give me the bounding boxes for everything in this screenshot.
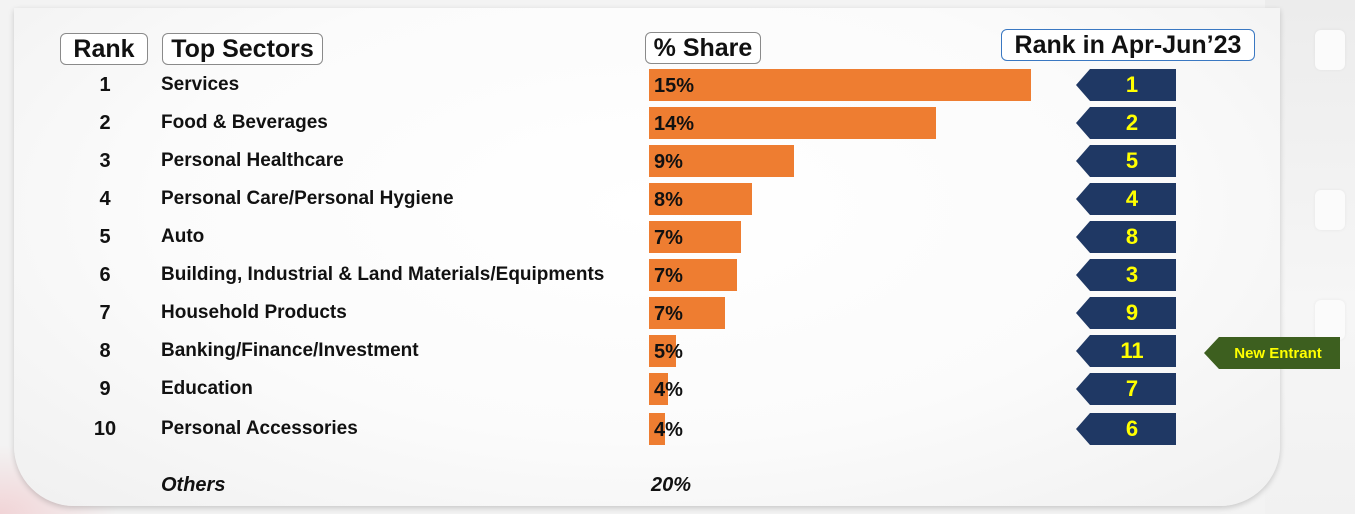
sector-label: Education <box>161 378 253 399</box>
sector-label: Auto <box>161 226 205 247</box>
share-value-label: 7% <box>654 227 683 249</box>
rank-number: 8 <box>99 340 111 362</box>
previous-rank-arrow: 3 <box>1076 259 1176 291</box>
share-bar <box>649 145 794 177</box>
previous-rank-arrow: 1 <box>1076 69 1176 101</box>
share-value-label: 7% <box>654 303 683 325</box>
rank-header: Rank <box>60 33 148 65</box>
share-bar <box>649 183 752 215</box>
share-value-label: 15% <box>654 75 695 97</box>
sectors-header: Top Sectors <box>162 33 323 65</box>
share-header: % Share <box>645 32 761 64</box>
previous-rank-arrow: 4 <box>1076 183 1176 215</box>
share-bar <box>649 107 936 139</box>
previous-rank-arrow: 5 <box>1076 145 1176 177</box>
previous-rank-arrow: 9 <box>1076 297 1176 329</box>
background-tile <box>1315 300 1345 340</box>
share-bar <box>649 413 665 445</box>
sector-label: Food & Beverages <box>161 112 328 133</box>
sector-label: Personal Accessories <box>161 418 358 439</box>
previous-rank-arrow: 8 <box>1076 221 1176 253</box>
sector-label: Building, Industrial & Land Materials/Eq… <box>161 264 605 285</box>
rank-number: 9 <box>99 378 111 400</box>
share-value-label: 9% <box>654 151 683 173</box>
share-bar <box>649 69 1031 101</box>
previous-rank-arrow: 11 <box>1076 335 1176 367</box>
share-bar <box>649 221 741 253</box>
others-label: Others <box>161 474 226 496</box>
share-value-label: 14% <box>654 113 695 135</box>
rank-number: 3 <box>99 150 111 172</box>
share-value-label: 4% <box>654 419 683 441</box>
rank-number: 10 <box>93 418 117 440</box>
sector-label: Household Products <box>161 302 347 323</box>
rank-number: 5 <box>99 226 111 248</box>
previous-rank-arrow: 2 <box>1076 107 1176 139</box>
rank-number: 2 <box>99 112 111 134</box>
share-value-label: 5% <box>654 341 683 363</box>
rank-number: 7 <box>99 302 111 324</box>
others-value: 20% <box>651 474 692 496</box>
previous-rank-arrow: 6 <box>1076 413 1176 445</box>
rank-number: 4 <box>99 188 111 210</box>
share-bar <box>649 259 737 291</box>
background-tile <box>1315 30 1345 70</box>
background-right-strip <box>1265 0 1355 514</box>
share-bar <box>649 297 725 329</box>
sector-label: Services <box>161 74 240 95</box>
share-bar <box>649 373 668 405</box>
share-value-label: 4% <box>654 379 683 401</box>
sector-label: Personal Healthcare <box>161 150 344 171</box>
share-value-label: 8% <box>654 189 683 211</box>
share-value-label: 7% <box>654 265 683 287</box>
new-entrant-badge: New Entrant <box>1204 337 1340 369</box>
background-tile <box>1315 190 1345 230</box>
previous-rank-arrow: 7 <box>1076 373 1176 405</box>
prev-rank-header: Rank in Apr-Jun’23 <box>1001 29 1255 61</box>
share-bar <box>649 335 676 367</box>
sector-label: Banking/Finance/Investment <box>161 340 419 361</box>
chart-panel <box>14 8 1280 506</box>
rank-number: 6 <box>99 264 111 286</box>
sector-label: Personal Care/Personal Hygiene <box>161 188 454 209</box>
rank-number: 1 <box>99 74 111 96</box>
